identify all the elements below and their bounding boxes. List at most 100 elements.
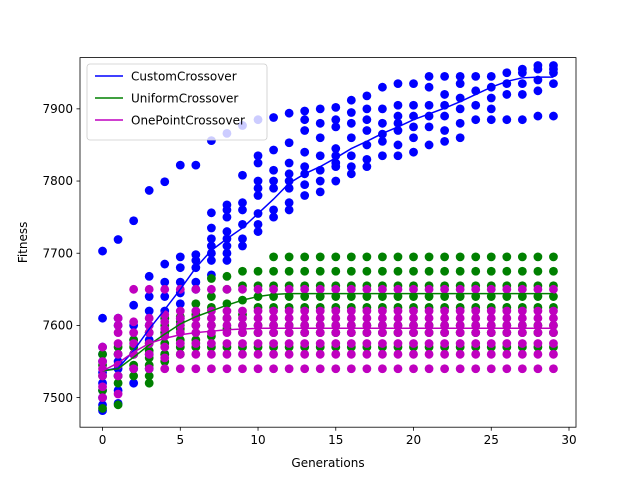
data-point: [222, 256, 232, 265]
data-point: [284, 198, 294, 208]
data-point: [238, 349, 247, 359]
data-point: [98, 313, 107, 323]
data-point: [393, 100, 403, 110]
x-tick-label: 0: [99, 433, 107, 447]
data-point: [486, 328, 496, 338]
data-point: [549, 328, 558, 338]
data-point: [238, 328, 247, 338]
series-line-uniform-crossover: [102, 292, 554, 372]
data-point: [300, 162, 310, 172]
data-point: [409, 147, 418, 157]
data-point: [455, 339, 465, 348]
data-point: [471, 306, 481, 316]
data-point: [471, 339, 481, 348]
data-point: [331, 306, 341, 316]
data-point: [284, 176, 294, 186]
data-point: [378, 82, 387, 92]
data-point: [549, 306, 558, 316]
data-point: [455, 104, 465, 114]
data-point: [378, 151, 387, 161]
data-point: [440, 349, 450, 359]
data-point: [517, 252, 527, 262]
data-point: [471, 349, 481, 359]
data-point: [440, 306, 450, 316]
data-point: [175, 277, 185, 287]
data-point: [315, 118, 325, 128]
x-tick-label: 10: [250, 433, 265, 447]
data-point: [393, 339, 403, 348]
data-point: [409, 79, 418, 88]
data-point: [346, 284, 356, 294]
data-point: [424, 140, 434, 150]
data-point: [549, 313, 558, 323]
data-point: [393, 111, 403, 121]
x-tick-label: 30: [561, 433, 576, 447]
data-point: [455, 349, 465, 359]
data-point: [378, 364, 387, 374]
data-point: [98, 393, 107, 403]
data-point: [549, 252, 558, 262]
data-point: [160, 259, 170, 269]
data-point: [455, 252, 465, 262]
data-point: [160, 353, 170, 363]
data-point: [269, 212, 278, 222]
data-point: [502, 284, 512, 294]
data-point: [222, 200, 232, 210]
x-axis-label: Generations: [291, 456, 364, 470]
data-point: [440, 266, 450, 276]
data-point: [284, 339, 294, 348]
plot-frame: [79, 57, 577, 428]
data-point: [362, 364, 372, 374]
data-point: [409, 122, 418, 132]
data-point: [284, 284, 294, 294]
data-point: [206, 313, 216, 323]
data-point: [253, 284, 263, 294]
data-point: [98, 342, 107, 352]
data-point: [144, 271, 154, 281]
data-point: [517, 115, 527, 125]
data-point: [486, 252, 496, 262]
data-point: [113, 349, 123, 359]
data-point: [206, 234, 216, 244]
data-point: [346, 313, 356, 323]
data-point: [253, 328, 263, 338]
data-point: [175, 364, 185, 374]
data-point: [269, 183, 278, 193]
data-point: [315, 313, 325, 323]
data-point: [471, 313, 481, 323]
data-point: [455, 328, 465, 338]
data-point: [269, 306, 278, 316]
data-point: [346, 266, 356, 276]
data-point: [362, 349, 372, 359]
data-point: [533, 328, 543, 338]
legend-label: CustomCrossover: [131, 70, 237, 84]
data-point: [424, 252, 434, 262]
data-point: [362, 284, 372, 294]
data-point: [300, 191, 310, 200]
data-point: [409, 100, 418, 110]
data-point: [253, 151, 263, 161]
data-point: [393, 266, 403, 276]
data-point: [502, 306, 512, 316]
data-point: [222, 248, 232, 258]
data-point: [378, 339, 387, 348]
data-point: [206, 274, 216, 283]
legend-label: OnePointCrossover: [131, 114, 245, 128]
y-tick-label: 7900: [42, 102, 73, 116]
data-point: [253, 219, 263, 229]
data-point: [331, 122, 341, 132]
x-tick-label: 15: [328, 433, 343, 447]
data-point: [300, 328, 310, 338]
data-point: [440, 252, 450, 262]
data-point: [269, 252, 278, 262]
data-point: [284, 108, 294, 118]
data-point: [238, 321, 247, 330]
data-point: [424, 82, 434, 92]
data-point: [315, 364, 325, 374]
data-point: [253, 266, 263, 276]
data-point: [191, 364, 201, 374]
data-point: [253, 158, 263, 168]
data-point: [144, 284, 154, 294]
data-point: [144, 371, 154, 381]
data-point: [362, 306, 372, 316]
